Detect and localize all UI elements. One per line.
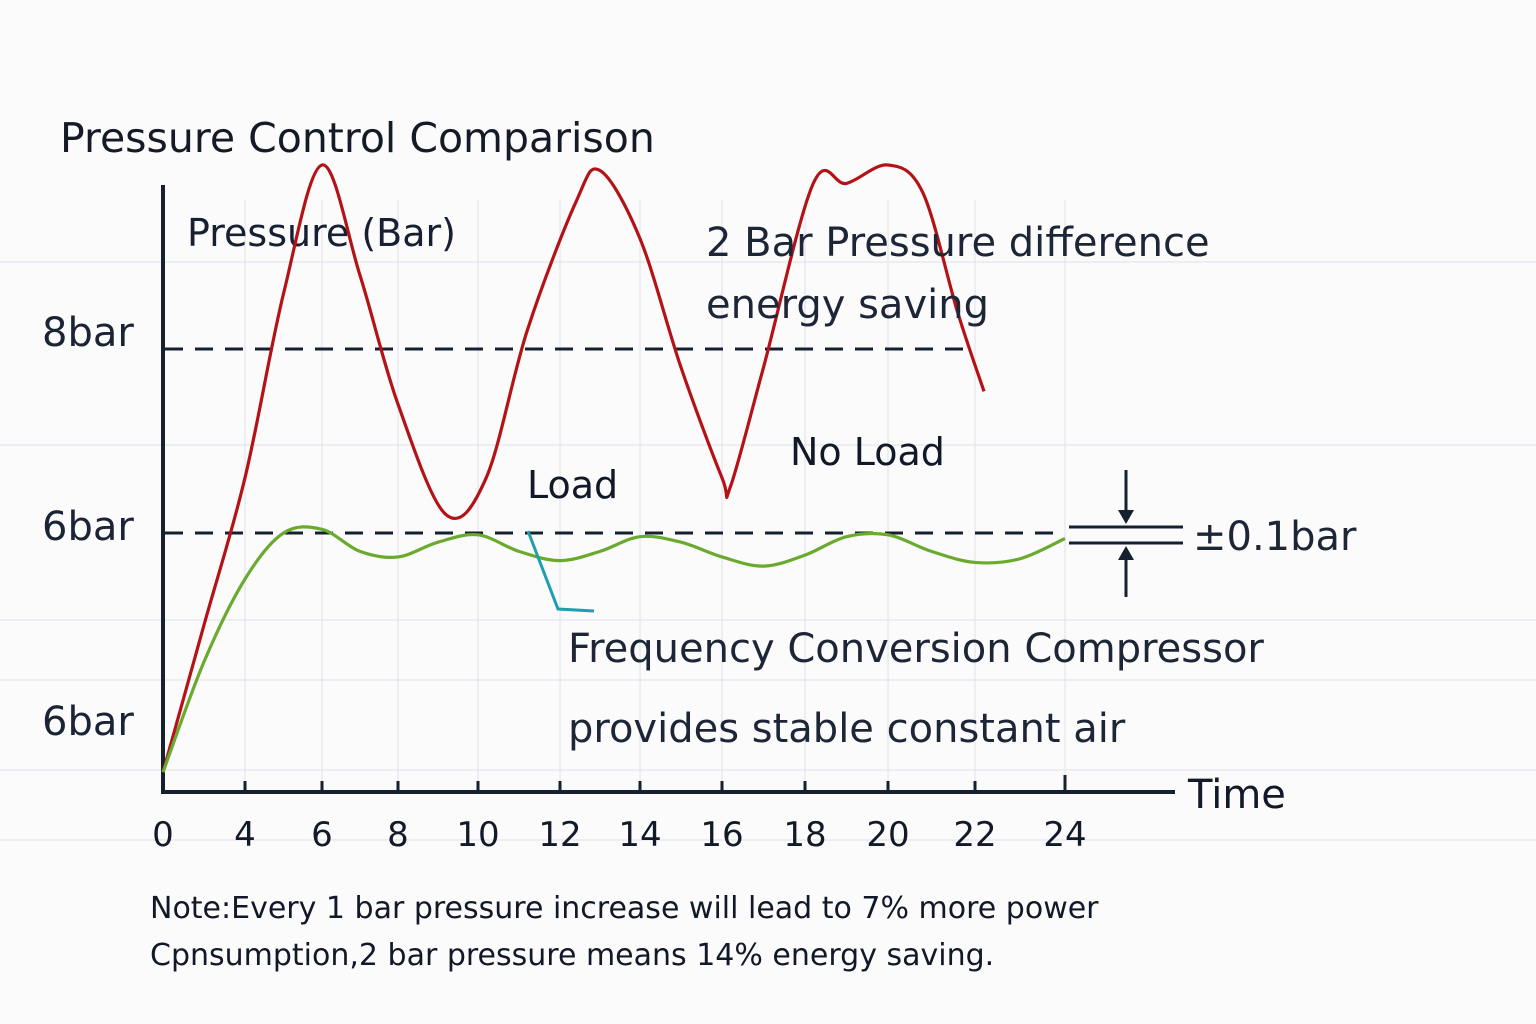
chart-title: Pressure Control Comparison — [60, 114, 655, 162]
energy-saving-annotation-line2: energy saving — [706, 282, 989, 328]
tolerance-marker — [1069, 470, 1183, 597]
note-line2: Cpnsumption,2 bar pressure means 14% ene… — [150, 938, 994, 973]
load-label: Load — [527, 463, 618, 507]
y-tick-label: 6bar — [42, 699, 134, 745]
x-tick-label: 16 — [700, 815, 743, 855]
x-tick-label: 14 — [618, 815, 661, 855]
x-tick-label: 0 — [152, 815, 174, 855]
arrow-down-head — [1118, 510, 1134, 524]
grid — [0, 200, 1536, 841]
x-tick-label: 24 — [1043, 815, 1086, 855]
x-tick-label: 22 — [953, 815, 996, 855]
x-tick-label: 20 — [866, 815, 909, 855]
leader-line — [526, 530, 595, 613]
vfd-annotation-line1: Frequency Conversion Compressor — [568, 626, 1264, 672]
note-line1: Note:Every 1 bar pressure increase will … — [150, 891, 1099, 926]
no-load-label: No Load — [790, 430, 945, 474]
series-line-frequency-conversion — [161, 525, 1066, 773]
x-tick-label: 18 — [783, 815, 826, 855]
x-tick-label: 10 — [456, 815, 499, 855]
x-ticks: 0 4 6 8 10 12 14 16 18 20 22 24 — [152, 775, 1087, 855]
x-tick-label: 6 — [311, 815, 333, 855]
tolerance-label: ±0.1bar — [1193, 514, 1357, 560]
x-tick-label: 4 — [234, 815, 256, 855]
series-group — [161, 163, 1066, 773]
x-tick-label: 8 — [387, 815, 409, 855]
x-tick-label: 12 — [538, 815, 581, 855]
x-axis-label: Time — [1187, 772, 1286, 818]
y-tick-label: 8bar — [42, 310, 134, 356]
vfd-annotation-line2: provides stable constant air — [568, 706, 1126, 752]
y-axis-label: Pressure (Bar) — [187, 211, 456, 255]
energy-saving-annotation-line1: 2 Bar Pressure difference — [706, 220, 1210, 266]
series-line-load-unload — [161, 163, 986, 773]
y-tick-label: 6bar — [42, 504, 134, 550]
